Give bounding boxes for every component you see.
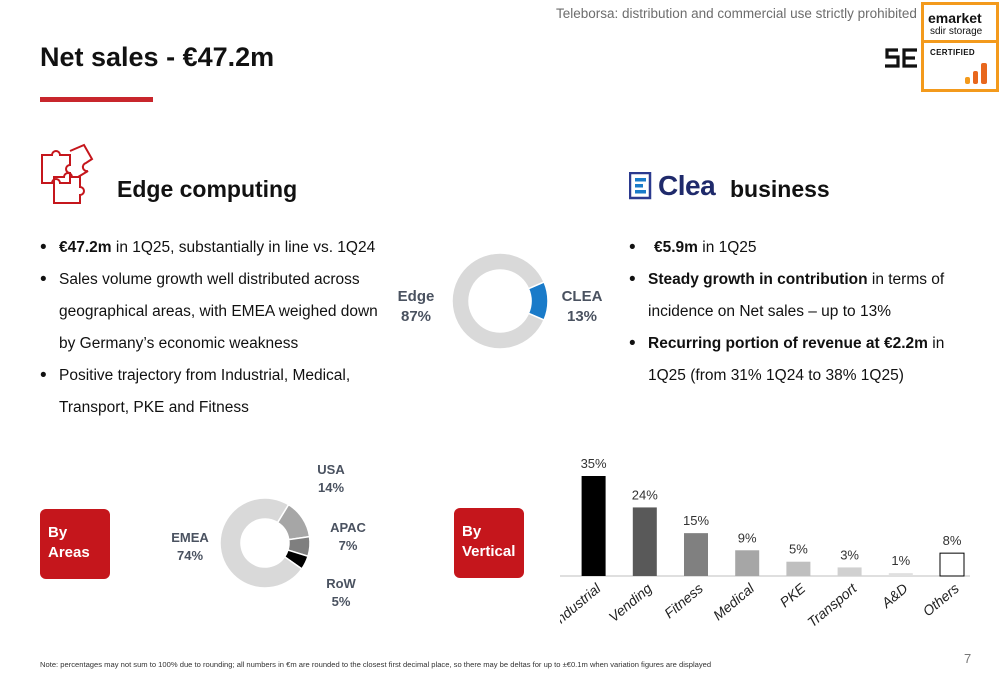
footnote: Note: percentages may not sum to 100% du… bbox=[40, 660, 712, 669]
page-number: 7 bbox=[964, 651, 972, 666]
areas-slice-emea bbox=[220, 497, 303, 589]
by-vertical-tile: By Vertical bbox=[454, 508, 524, 578]
apac-label: APAC 7% bbox=[318, 519, 378, 555]
bar-category-label: A&D bbox=[878, 580, 911, 611]
edge-clea-donut-chart bbox=[451, 252, 549, 350]
edge-bullet-2-text: Sales volume growth well distributed acr… bbox=[59, 271, 378, 352]
bar-value-label: 9% bbox=[738, 530, 757, 545]
clea-share-value: 13% bbox=[566, 308, 598, 325]
emea-label: EMEA 74% bbox=[160, 529, 220, 565]
by-areas-tile: By Areas bbox=[40, 509, 110, 579]
edge-clea-slice-edge bbox=[451, 252, 546, 350]
bar-value-label: 15% bbox=[683, 513, 709, 528]
row-label: RoW 5% bbox=[312, 575, 370, 611]
bar-value-label: 3% bbox=[840, 547, 859, 562]
edge-computing-title: Edge computing bbox=[117, 176, 298, 202]
vertical-bar-chart: 35% Industrial 24% Vending 15% Fitness 9% Medic… bbox=[560, 456, 970, 630]
bar-category-label: Transport bbox=[804, 579, 860, 630]
bar-value-label: 35% bbox=[581, 456, 607, 471]
edge-share-value: 87% bbox=[400, 308, 432, 325]
bar-fitness bbox=[684, 533, 708, 576]
clea-bullet-2-bold: Steady growth in contribution bbox=[648, 271, 868, 288]
usa-name: USA bbox=[317, 462, 345, 477]
bar-category-label: Fitness bbox=[661, 580, 706, 621]
clea-business-title: business bbox=[730, 176, 830, 202]
areas-donut-chart bbox=[220, 497, 311, 589]
badge-divider bbox=[924, 40, 996, 43]
row-value: 5% bbox=[331, 594, 351, 609]
company-logo bbox=[884, 46, 918, 75]
clea-bullet-2: Steady growth in contribution in terms o… bbox=[629, 264, 979, 328]
clea-bullet-3-text: in 1Q25 (from 31% 1Q24 to 38% 1Q25) bbox=[648, 335, 945, 384]
clea-logo-text: Clea bbox=[658, 170, 716, 201]
bar-category-label: Others bbox=[919, 580, 961, 619]
badge-subtitle: sdir storage bbox=[930, 26, 983, 37]
clea-logo bbox=[628, 171, 653, 205]
emea-name: EMEA bbox=[171, 530, 209, 545]
bar-transport bbox=[837, 567, 862, 576]
title-underline bbox=[40, 97, 153, 102]
bar-vending bbox=[632, 507, 657, 576]
apac-value: 7% bbox=[338, 538, 358, 553]
bar-category-label: PKE bbox=[777, 580, 809, 611]
badge-certified: CERTIFIED bbox=[930, 48, 975, 57]
bar-pke bbox=[786, 561, 811, 576]
bar-value-label: 24% bbox=[632, 487, 658, 502]
usa-value: 14% bbox=[317, 480, 345, 495]
edge-bullet-list: €47.2m in 1Q25, substantially in line vs… bbox=[40, 232, 380, 424]
edge-share-label: Edge 87% bbox=[390, 287, 442, 327]
bar-category-label: Vending bbox=[605, 580, 654, 625]
row-name: RoW bbox=[326, 576, 356, 591]
emea-value: 74% bbox=[176, 548, 204, 563]
badge-brand: emarket bbox=[928, 10, 982, 26]
edge-bullet-1: €47.2m in 1Q25, substantially in line vs… bbox=[40, 232, 380, 264]
edge-bullet-1-text: in 1Q25, substantially in line vs. 1Q24 bbox=[111, 239, 376, 256]
clea-bullet-1: €5.9m in 1Q25 bbox=[629, 232, 979, 264]
edge-bullet-3: Positive trajectory from Industrial, Med… bbox=[40, 360, 380, 424]
clea-share-name: CLEA bbox=[561, 288, 603, 305]
edge-bullet-3-text: Positive trajectory from Industrial, Med… bbox=[59, 367, 351, 416]
bar-industrial bbox=[581, 476, 606, 576]
edge-bullet-2: Sales volume growth well distributed acr… bbox=[40, 264, 380, 360]
clea-bullet-1-bold: €5.9m bbox=[654, 239, 698, 256]
usa-label: USA 14% bbox=[302, 461, 360, 497]
bar-medical bbox=[735, 550, 760, 576]
bar-value-label: 5% bbox=[789, 542, 808, 557]
edge-share-name: Edge bbox=[397, 288, 435, 305]
bar-others bbox=[939, 552, 965, 577]
bar-ad bbox=[888, 573, 913, 576]
apac-name: APAC bbox=[330, 520, 366, 535]
distribution-watermark: Teleborsa: distribution and commercial u… bbox=[556, 6, 917, 21]
edge-bullet-1-bold: €47.2m bbox=[59, 239, 112, 256]
badge-chart-icon bbox=[965, 63, 987, 84]
bar-value-label: 8% bbox=[943, 533, 962, 548]
bar-category-label: Industrial bbox=[560, 579, 604, 628]
clea-bullet-3: Recurring portion of revenue at €2.2m in… bbox=[629, 328, 979, 392]
puzzle-icon bbox=[40, 143, 94, 210]
emarket-certified-badge: emarket sdir storage CERTIFIED bbox=[921, 2, 999, 92]
clea-bullet-1-text: in 1Q25 bbox=[697, 239, 757, 256]
clea-bullet-list: €5.9m in 1Q25 Steady growth in contribut… bbox=[629, 232, 979, 392]
bar-value-label: 1% bbox=[891, 553, 910, 568]
page-title: Net sales - €47.2m bbox=[40, 42, 275, 72]
clea-bullet-2-text: in terms of incidence on Net sales – up … bbox=[648, 271, 945, 320]
bar-category-label: Medical bbox=[710, 579, 758, 623]
clea-share-label: CLEA 13% bbox=[556, 287, 608, 327]
clea-bullet-3-bold: Recurring portion of revenue at €2.2m bbox=[648, 335, 928, 352]
